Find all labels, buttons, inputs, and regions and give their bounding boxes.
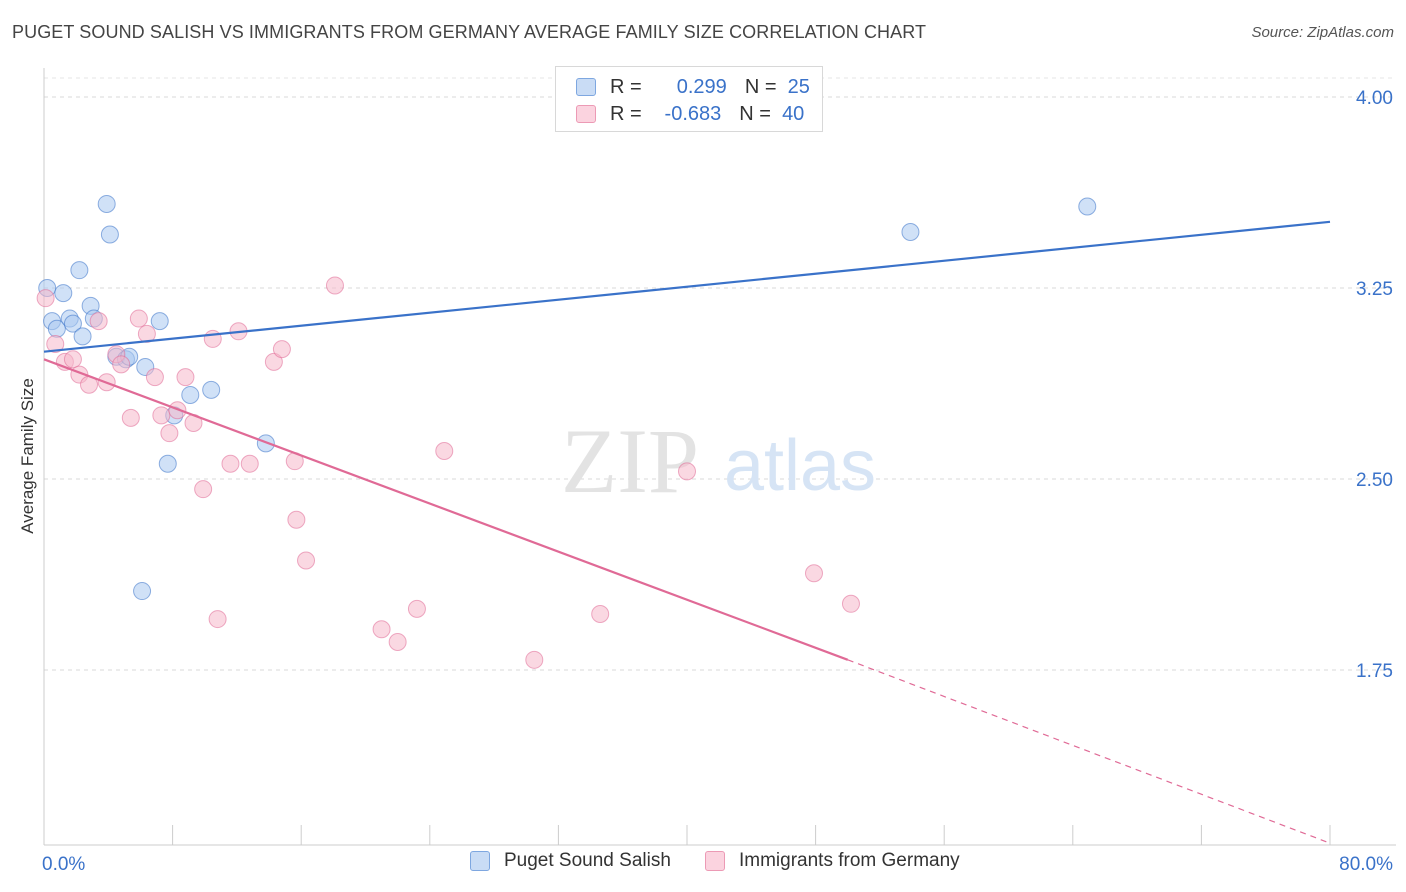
x-tick-label: 0.0% — [42, 854, 85, 875]
watermark-atlas: atlas — [724, 426, 876, 506]
grid-lines — [44, 77, 1396, 671]
trend-line — [43, 220, 1331, 353]
data-point — [272, 340, 291, 359]
data-point — [160, 424, 179, 443]
data-point — [46, 335, 65, 354]
data-point — [152, 406, 171, 425]
data-point — [901, 222, 920, 241]
trend-layer — [43, 220, 1331, 844]
legend-n-value: 25 — [787, 75, 810, 98]
data-point — [297, 551, 316, 570]
data-point — [73, 327, 92, 346]
legend-n-label: N = — [744, 75, 777, 98]
data-point — [121, 408, 140, 427]
y-tick-label: 1.75 — [1356, 661, 1393, 682]
data-point — [63, 314, 82, 333]
data-point — [407, 599, 426, 618]
chart-source: Source: ZipAtlas.com — [1251, 24, 1394, 41]
trend-line — [43, 358, 849, 661]
data-point — [36, 289, 55, 308]
legend-n-value: 40 — [782, 102, 805, 125]
data-point — [112, 355, 131, 374]
series-salish — [38, 194, 1097, 601]
data-point — [264, 352, 283, 371]
data-point — [145, 368, 164, 387]
legend-n-label: N = — [739, 102, 771, 125]
data-point — [89, 312, 108, 331]
legend-swatch-germany — [705, 851, 725, 871]
legend-r-label: R = — [610, 102, 642, 125]
data-point — [158, 454, 177, 473]
legend-label-salish: Puget Sound Salish — [504, 850, 671, 871]
legend-row-salish: R = 0.299 N = 25 — [576, 73, 810, 101]
legend-swatch-salish — [576, 78, 596, 96]
legend-swatch-salish — [470, 851, 490, 871]
watermark: ZIP atlas — [561, 410, 876, 512]
axes — [43, 68, 1396, 846]
data-point — [194, 480, 213, 499]
data-point — [388, 632, 407, 651]
data-point — [176, 368, 195, 387]
data-point — [287, 510, 306, 529]
data-point — [678, 462, 696, 481]
data-point — [435, 441, 454, 460]
data-point — [221, 454, 240, 473]
y-tick-labels: 1.75 2.50 3.25 4.00 — [1356, 88, 1393, 682]
data-point — [841, 594, 860, 613]
data-point — [63, 350, 82, 369]
data-point — [525, 650, 544, 669]
data-point — [325, 276, 344, 295]
legend-item-salish[interactable]: Puget Sound Salish — [470, 850, 671, 872]
stats-legend: R = 0.299 N = 25 R = -0.683 N = 40 — [555, 66, 823, 132]
y-axis-label: Average Family Size — [18, 378, 37, 534]
x-tick-labels: 0.0% 80.0% — [42, 854, 1393, 875]
data-point — [240, 454, 259, 473]
x-tick-label: 80.0% — [1339, 854, 1393, 875]
series-legend: Puget Sound Salish Immigrants from Germa… — [0, 850, 1406, 880]
legend-r-label: R = — [610, 75, 642, 98]
data-point — [70, 261, 89, 280]
chart-title: PUGET SOUND SALISH VS IMMIGRANTS FROM GE… — [12, 22, 927, 42]
legend-label-germany: Immigrants from Germany — [739, 850, 960, 871]
data-point — [804, 564, 823, 583]
data-point — [100, 225, 119, 244]
trend-line-extrapolated — [847, 659, 1331, 844]
data-point — [129, 309, 148, 328]
legend-row-germany: R = -0.683 N = 40 — [576, 100, 804, 128]
legend-item-germany[interactable]: Immigrants from Germany — [705, 850, 960, 872]
legend-swatch-germany — [576, 105, 596, 123]
data-point — [1078, 197, 1097, 216]
y-tick-label: 2.50 — [1356, 470, 1393, 491]
data-point — [208, 610, 227, 629]
data-point — [133, 582, 152, 601]
data-point — [372, 620, 391, 639]
data-point — [202, 380, 221, 399]
data-point — [181, 385, 200, 404]
y-tick-label: 4.00 — [1356, 88, 1393, 109]
legend-r-value: -0.683 — [664, 102, 722, 125]
legend-r-value: 0.299 — [676, 75, 727, 98]
watermark-zip: ZIP — [561, 410, 699, 512]
data-point — [591, 604, 610, 623]
y-tick-label: 3.25 — [1356, 279, 1393, 300]
data-point — [97, 194, 116, 213]
data-point — [150, 312, 169, 331]
data-point — [54, 284, 73, 303]
